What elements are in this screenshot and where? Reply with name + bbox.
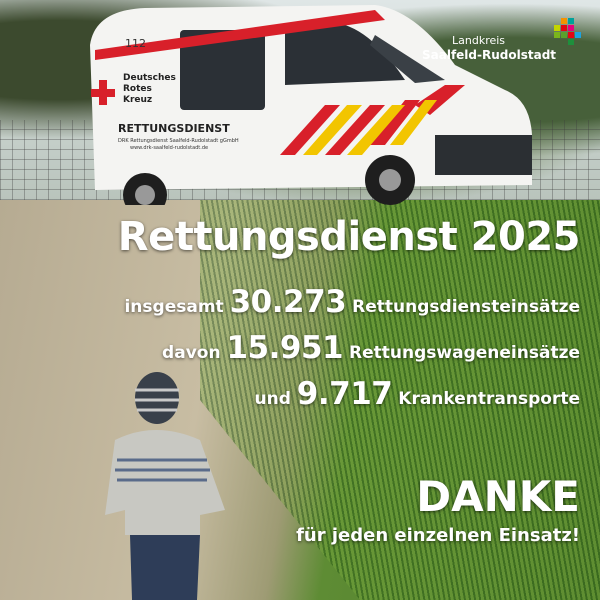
logo-square [561, 18, 567, 24]
stat-total: insgesamt 30.273 Rettungsdiensteinsätze [124, 284, 580, 320]
van-operator: DRK Rettungsdienst Saalfeld-Rudolstadt g… [118, 138, 239, 144]
van-service: RETTUNGSDIENST [118, 122, 230, 135]
landkreis-logo: Landkreis Saalfeld-Rudolstadt [422, 18, 587, 68]
logo-square [568, 18, 574, 24]
stat-ktw: und 9.717 Krankentransporte [255, 376, 581, 412]
stat-rtw: davon 15.951 Rettungswageneinsätze [162, 330, 580, 366]
van-org-3: Kreuz [123, 95, 152, 105]
logo-square [568, 39, 574, 45]
headline: Rettungsdienst 2025 [117, 214, 581, 260]
stat-label: Krankentransporte [398, 389, 580, 409]
stat-value: 15.951 [226, 330, 344, 366]
logo-square [554, 25, 560, 31]
logo-square [568, 25, 574, 31]
stat-label: Rettungsdiensteinsätze [352, 297, 580, 317]
logo-line2: Saalfeld-Rudolstadt [422, 48, 557, 62]
logo-square [561, 32, 567, 38]
van-112: 112 [125, 37, 146, 50]
ambulance-van: 112 Deutsches Rotes Kreuz RETTUNGSDIENST… [90, 5, 532, 205]
logo-square [561, 25, 567, 31]
van-org-2: Rotes [123, 84, 152, 94]
logo-square [575, 32, 581, 38]
thanks-title: DANKE [416, 472, 580, 521]
van-org-1: Deutsches [123, 73, 176, 83]
logo-square [554, 32, 560, 38]
stat-prefix: insgesamt [124, 297, 224, 317]
thanks-subtitle: für jeden einzelnen Einsatz! [296, 525, 580, 546]
van-website: www.drk-saalfeld-rudolstadt.de [130, 145, 208, 151]
logo-square [568, 32, 574, 38]
child-walking [105, 372, 225, 600]
stat-prefix: und [254, 389, 291, 409]
stat-value: 9.717 [296, 376, 393, 412]
logo-line1: Landkreis [452, 34, 506, 47]
stat-value: 30.273 [229, 284, 347, 320]
stat-prefix: davon [162, 343, 221, 363]
stat-label: Rettungswageneinsätze [349, 343, 580, 363]
